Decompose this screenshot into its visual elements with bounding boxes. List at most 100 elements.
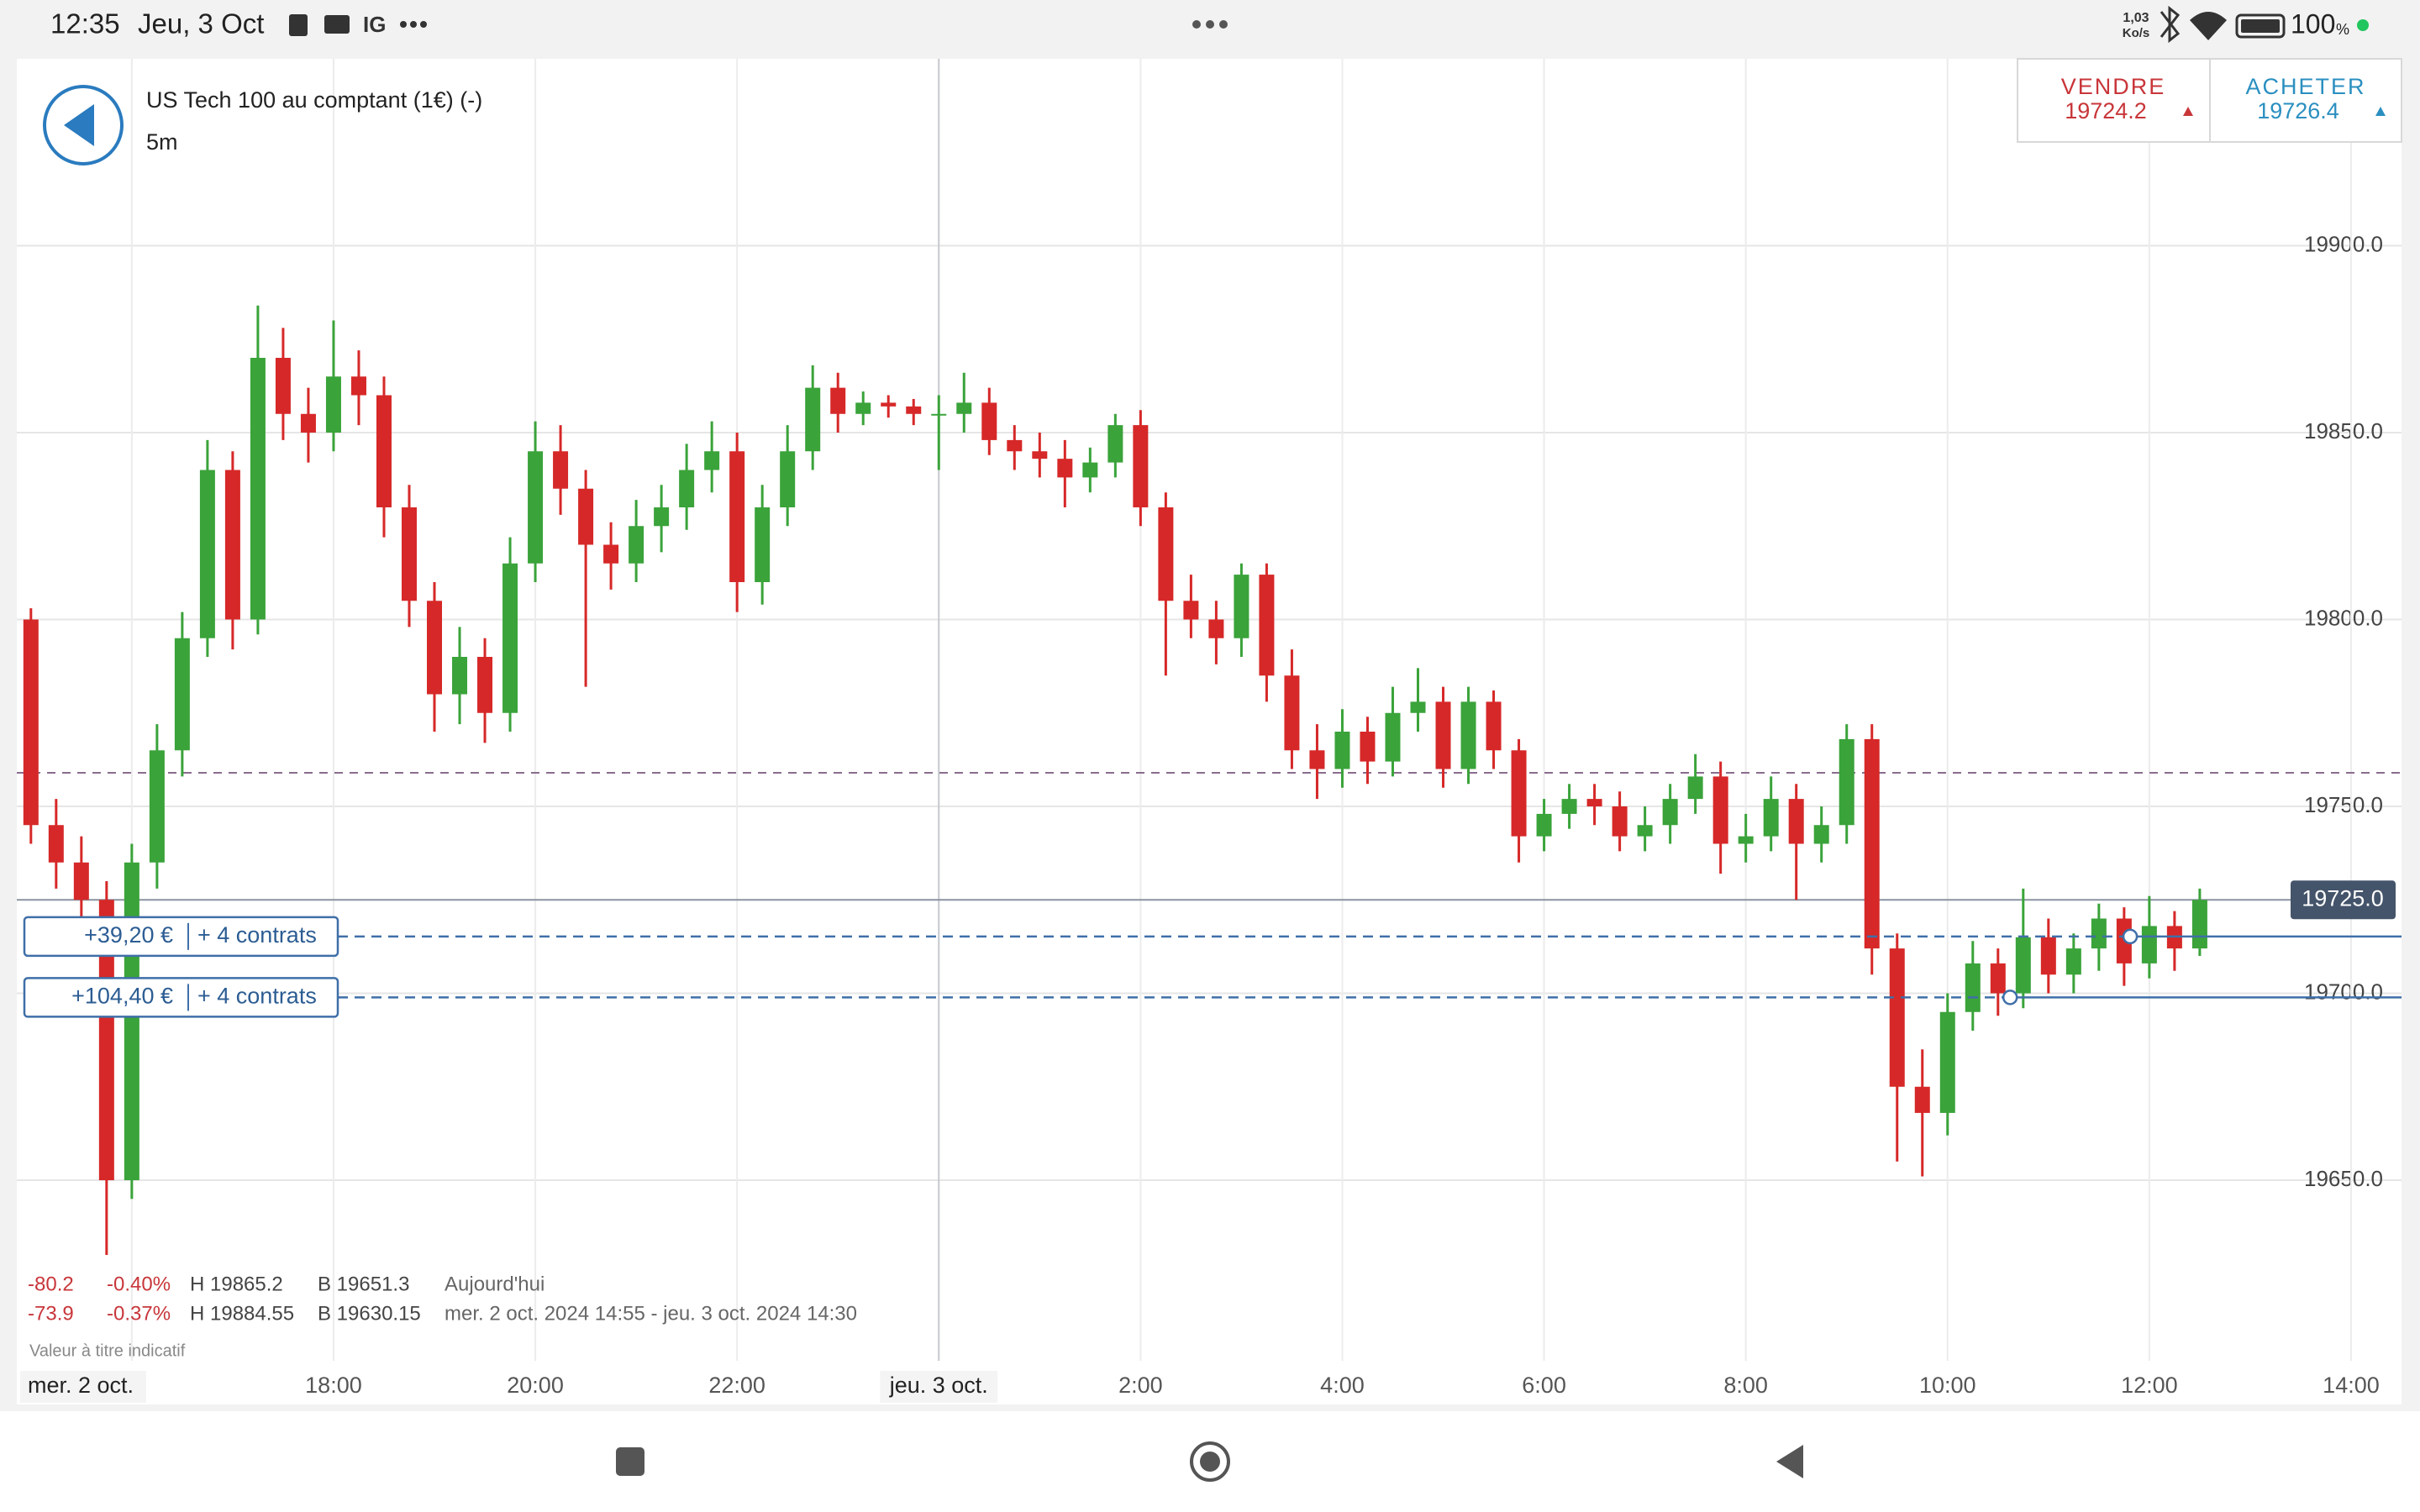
candle-body <box>956 402 972 414</box>
home-button[interactable] <box>1190 1441 1230 1482</box>
interval: 5m <box>146 129 178 155</box>
position-marker <box>2122 928 2139 945</box>
candle-body <box>528 451 544 564</box>
disclaimer: Valeur à titre indicatif <box>29 1341 186 1360</box>
candle-body <box>376 395 392 507</box>
candle-body <box>1460 701 1476 769</box>
candle-body <box>1712 776 1728 844</box>
buy-button[interactable]: ACHETER 19726.4 <box>2245 74 2386 123</box>
candle-body <box>98 900 114 1180</box>
position-label[interactable]: +104,40 € + 4 contrats <box>23 977 339 1018</box>
chart-panel <box>17 59 2402 1404</box>
price-label: 19750.0 <box>2304 792 2383 817</box>
candle-body <box>275 358 291 414</box>
status-date: Jeu, 3 Oct <box>138 8 264 39</box>
candle-body <box>2141 926 2157 963</box>
candle-body <box>1284 675 1300 751</box>
status-app: IG <box>363 12 386 37</box>
price-label: 19800.0 <box>2304 605 2383 630</box>
candle-body <box>1208 619 1224 638</box>
candle-body <box>578 488 594 545</box>
price-label: 19850.0 <box>2304 418 2383 444</box>
candle-body <box>1738 836 1754 844</box>
stat-high: H 19865.2 <box>190 1273 283 1295</box>
notification-icon <box>324 15 350 34</box>
time-label: 18:00 <box>305 1373 362 1398</box>
bluetooth-icon <box>2160 5 2181 44</box>
candle-body <box>1133 425 1149 507</box>
status-speed: 1,03 <box>2123 11 2149 25</box>
candle-body <box>679 470 695 507</box>
candle-body <box>1763 799 1779 837</box>
candle-body <box>300 413 316 433</box>
candle-body <box>704 451 720 470</box>
candle-body <box>1183 601 1199 620</box>
current-price-tag <box>2291 880 2396 920</box>
home-button-dot <box>1200 1452 1220 1472</box>
buy-label: ACHETER <box>2245 74 2365 99</box>
sell-button[interactable]: VENDRE 19724.2 <box>2061 74 2193 123</box>
candle-body <box>1007 439 1023 452</box>
sell-label: VENDRE <box>2061 74 2166 99</box>
time-label: jeu. 3 oct. <box>889 1373 988 1398</box>
candle-body <box>1939 1011 1955 1113</box>
candle-body <box>906 406 922 414</box>
position-pnl: +39,20 € <box>84 922 173 948</box>
battery-level <box>2241 19 2280 33</box>
candle-body <box>1536 813 1552 837</box>
candle-body <box>149 750 165 863</box>
nav-back-button[interactable] <box>1776 1445 1803 1478</box>
candle-body <box>199 470 215 638</box>
candle-body <box>1032 451 1048 459</box>
candle-body <box>1234 575 1249 638</box>
position-label[interactable]: +39,20 € + 4 contrats <box>23 916 339 958</box>
candle-body <box>452 657 468 695</box>
price-label: 19650.0 <box>2304 1166 2383 1191</box>
candle-body <box>830 387 846 414</box>
candle-body <box>174 638 190 751</box>
time-label: 20:00 <box>507 1373 564 1398</box>
sell-arrow <box>2183 107 2193 116</box>
stat-percent: -0.37% <box>107 1302 171 1325</box>
candle-body <box>805 387 821 452</box>
candle-body <box>325 376 341 433</box>
time-label: 12:00 <box>2121 1373 2178 1398</box>
status-time: 12:35 <box>50 8 120 39</box>
candle-body <box>502 563 518 713</box>
candle-body <box>1687 776 1703 800</box>
time-label: 22:00 <box>708 1373 765 1398</box>
buy-arrow <box>2375 107 2386 116</box>
candle-body <box>654 507 670 527</box>
position-box <box>23 916 339 958</box>
candle-body <box>2015 937 2031 994</box>
start-label-bg <box>20 1371 146 1403</box>
candle-body <box>1511 750 1527 837</box>
candle-body <box>427 601 443 695</box>
time-label: 10:00 <box>1919 1373 1976 1398</box>
candle-body <box>1612 806 1628 837</box>
status-battery: 100 <box>2291 8 2335 39</box>
time-label: 8:00 <box>1723 1373 1768 1398</box>
stat-low: B 19651.3 <box>318 1273 409 1295</box>
candle-body <box>1259 575 1275 676</box>
position-marker <box>2002 990 2018 1005</box>
buy-price: 19726.4 <box>2257 98 2339 123</box>
candle-body <box>729 451 745 582</box>
candle-body <box>855 402 871 414</box>
candle-body <box>603 544 619 564</box>
back-arrow <box>64 104 94 146</box>
status-battery-unit: % <box>2336 21 2349 38</box>
candle-body <box>553 451 569 489</box>
candle-body <box>2065 948 2081 975</box>
candle-body <box>981 402 997 440</box>
start-date-label: mer. 2 oct. <box>28 1373 134 1398</box>
candle-body <box>1864 738 1880 949</box>
candle-body <box>2091 918 2107 949</box>
recents-button[interactable] <box>616 1447 644 1476</box>
candle-body <box>350 376 366 396</box>
sell-price: 19724.2 <box>2065 98 2147 123</box>
candle-body <box>1839 738 1854 826</box>
candle-body <box>23 619 39 826</box>
